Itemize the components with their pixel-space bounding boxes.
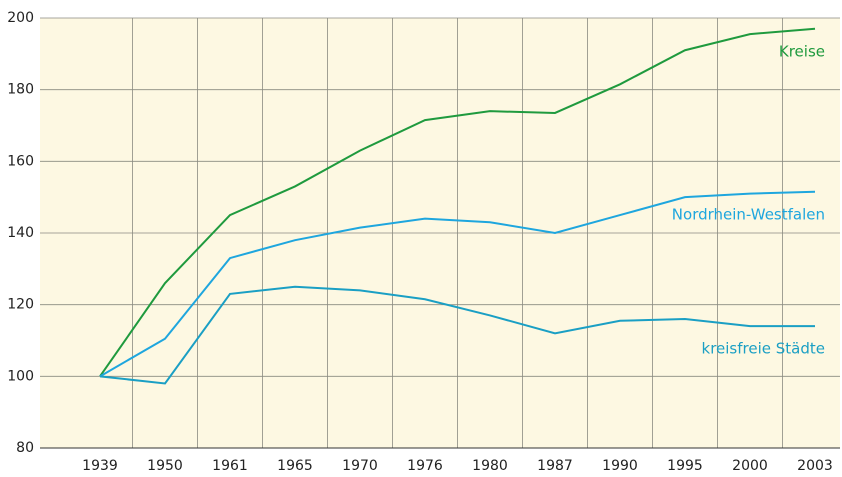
y-tick-label: 160	[7, 153, 34, 169]
x-tick-label: 1939	[82, 458, 118, 474]
series-label: kreisfreie Städte	[702, 340, 825, 358]
y-tick-label: 140	[7, 225, 34, 241]
x-tick-label: 2003	[797, 458, 833, 474]
series-label: Kreise	[779, 42, 825, 60]
x-tick-label: 1990	[602, 458, 638, 474]
x-tick-label: 1970	[342, 458, 378, 474]
y-tick-label: 200	[7, 10, 34, 26]
x-tick-label: 1961	[212, 458, 248, 474]
series-line	[99, 190, 816, 378]
x-tick-label: 1980	[472, 458, 508, 474]
x-tick-label: 1965	[277, 458, 313, 474]
x-tick-label: 2000	[732, 458, 768, 474]
x-tick-label: 1976	[407, 458, 443, 474]
x-tick-label: 1950	[147, 458, 183, 474]
y-tick-label: 120	[7, 297, 34, 313]
series-label: Nordrhein-Westfalen	[672, 205, 825, 223]
y-tick-label: 80	[16, 440, 34, 456]
series-line	[99, 285, 815, 385]
x-tick-label: 1995	[667, 458, 703, 474]
y-tick-label: 100	[7, 368, 34, 384]
y-tick-label: 180	[7, 82, 34, 98]
x-tick-label: 1987	[537, 458, 573, 474]
series-line	[99, 27, 816, 377]
